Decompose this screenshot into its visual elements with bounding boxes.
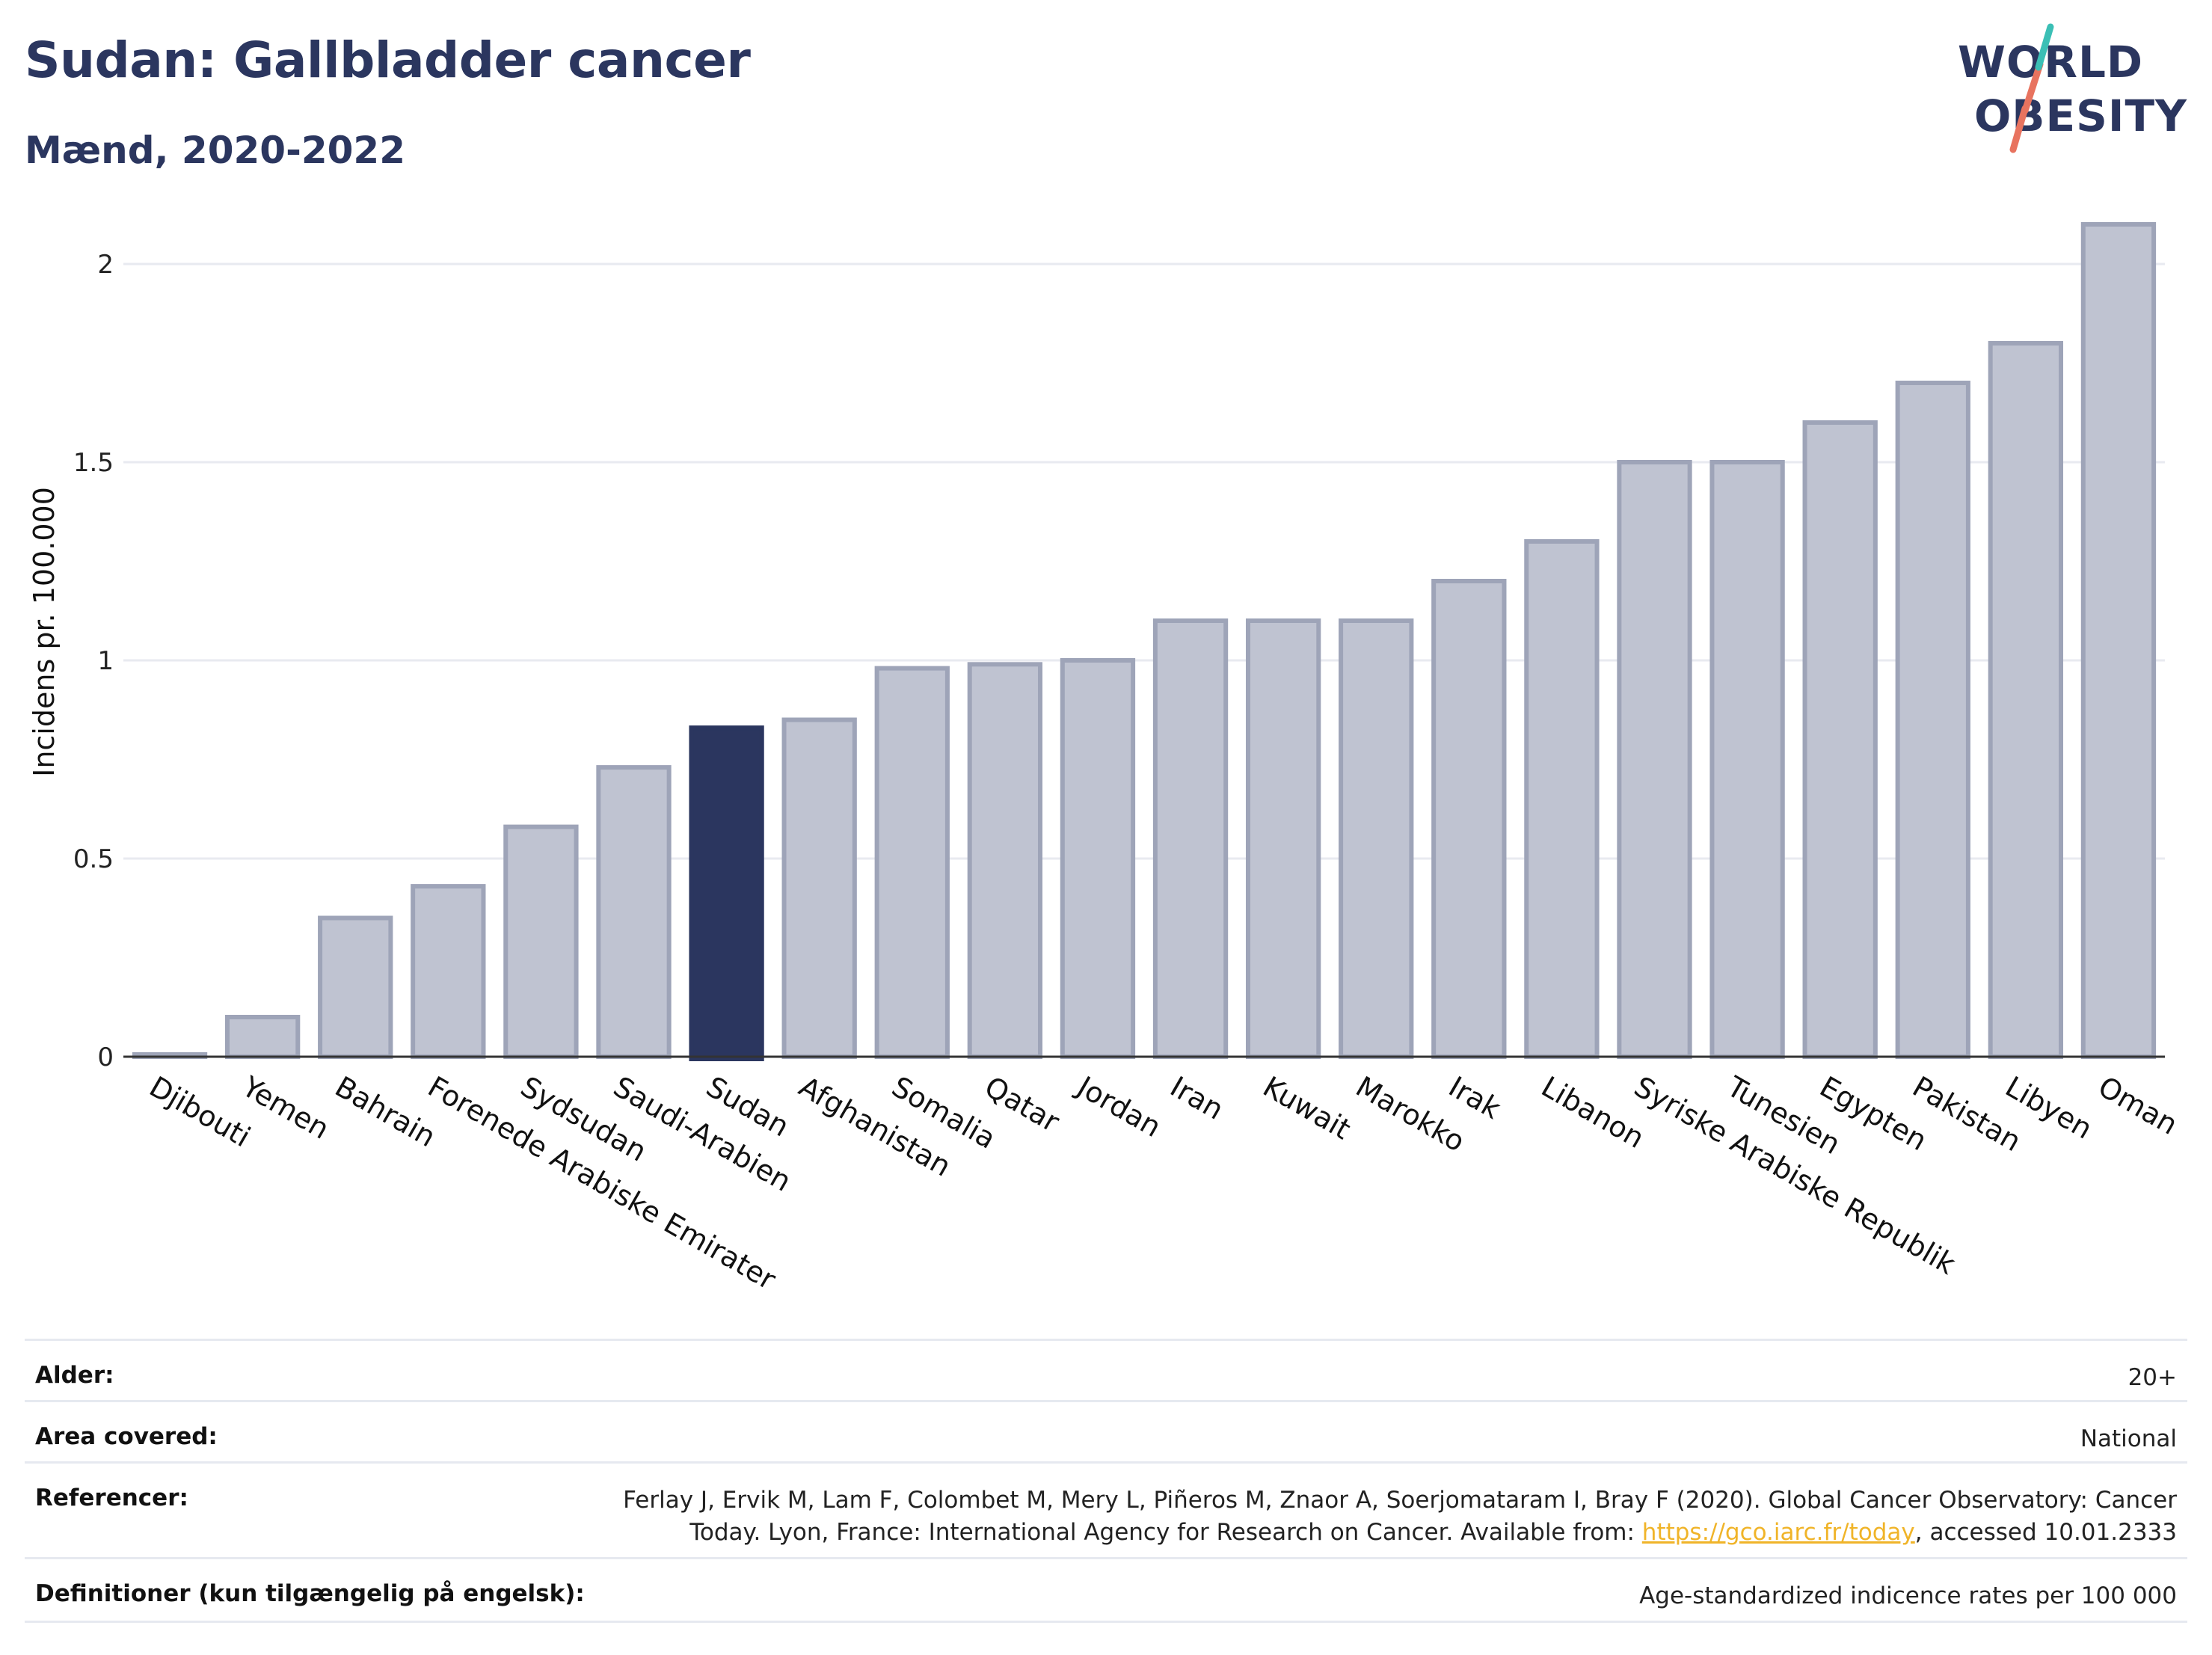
bar-syriske-arabiske-republik xyxy=(1617,460,1692,1059)
bar-jordan xyxy=(1060,658,1136,1059)
meta-value-area: National xyxy=(2080,1425,2177,1452)
x-tick-label: Jordan xyxy=(1071,1069,1167,1144)
reference-line-2-suffix: , accessed 10.01.2333 xyxy=(1914,1519,2177,1546)
logo-slash-icon xyxy=(2009,23,2054,153)
meta-row-area: Area covered: National xyxy=(25,1400,2187,1462)
bar-sudan xyxy=(689,725,764,1061)
bar-marokko xyxy=(1339,618,1414,1059)
meta-row-age: Alder: 20+ xyxy=(25,1339,2187,1401)
reference-link[interactable]: https://gco.iarc.fr/today xyxy=(1641,1519,1915,1546)
meta-row-definitions: Definitioner (kun tilgængelig på engelsk… xyxy=(25,1557,2187,1623)
bar-egypten xyxy=(1802,420,1878,1059)
y-tick-label: 1 xyxy=(97,646,114,676)
meta-value-age: 20+ xyxy=(2127,1364,2177,1391)
reference-line-2: Today. Lyon, France: International Agenc… xyxy=(623,1517,2177,1549)
y-tick-label: 2 xyxy=(97,250,114,280)
x-tick-label: Bahrain xyxy=(330,1070,441,1154)
y-axis-label: Incidens pr. 100.000 xyxy=(28,487,61,777)
bar-qatar xyxy=(967,662,1043,1059)
x-tick-label: Syriske Arabiske Republik xyxy=(1629,1070,1961,1281)
meta-value-definitions: Age-standardized indicence rates per 100… xyxy=(1639,1582,2177,1609)
bar-libanon xyxy=(1524,539,1600,1059)
bar-bahrain xyxy=(318,915,393,1059)
bars xyxy=(132,222,2157,1061)
y-tick-label: 0 xyxy=(97,1043,114,1072)
bar-forenede-arabiske-emirater xyxy=(411,884,486,1059)
bar-sydsudan xyxy=(503,824,579,1059)
bar-iran xyxy=(1152,618,1229,1059)
x-tick-label: Kuwait xyxy=(1258,1070,1357,1146)
bar-irak xyxy=(1431,579,1507,1059)
meta-label-references: Referencer: xyxy=(35,1484,188,1511)
bar-libyen xyxy=(1988,341,2064,1059)
bar-somalia xyxy=(874,666,950,1059)
bar-pakistan xyxy=(1895,381,1970,1059)
meta-row-references: Referencer: Ferlay J, Ervik M, Lam F, Co… xyxy=(25,1461,2187,1558)
x-tick-label: Yemen xyxy=(236,1069,335,1146)
x-tick-label: Libanon xyxy=(1536,1070,1650,1155)
x-tick-label: Oman xyxy=(2092,1070,2183,1141)
x-tick-label: Djibouti xyxy=(144,1070,256,1154)
y-tick-labels: 0 0.5 1 1.5 2 xyxy=(73,250,114,1072)
bar-yemen xyxy=(224,1015,301,1059)
bar-saudi-arabien xyxy=(596,765,672,1059)
bar-oman xyxy=(2080,222,2157,1059)
bar-afghanistan xyxy=(781,717,857,1059)
meta-label-area: Area covered: xyxy=(35,1423,218,1450)
bar-kuwait xyxy=(1245,618,1321,1059)
x-tick-label: Irak xyxy=(1443,1070,1506,1126)
logo-text-world: WORLD xyxy=(1958,37,2144,87)
x-tick-label: Iran xyxy=(1165,1070,1229,1126)
page-title: Sudan: Gallbladder cancer xyxy=(25,31,751,89)
meta-label-age: Alder: xyxy=(35,1362,114,1389)
bar-tunesien xyxy=(1709,460,1785,1059)
meta-label-definitions: Definitioner (kun tilgængelig på engelsk… xyxy=(35,1580,585,1607)
y-tick-label: 1.5 xyxy=(73,448,114,478)
y-tick-label: 0.5 xyxy=(73,844,114,874)
world-obesity-logo: WORLD OBESITY xyxy=(1944,22,2199,157)
page-subtitle: Mænd, 2020-2022 xyxy=(25,129,406,172)
meta-value-references: Ferlay J, Ervik M, Lam F, Colombet M, Me… xyxy=(623,1484,2177,1549)
reference-line-1: Ferlay J, Ervik M, Lam F, Colombet M, Me… xyxy=(623,1487,2177,1514)
reference-line-2-text: Today. Lyon, France: International Agenc… xyxy=(689,1519,1642,1546)
logo-text-obesity: OBESITY xyxy=(1974,90,2188,141)
